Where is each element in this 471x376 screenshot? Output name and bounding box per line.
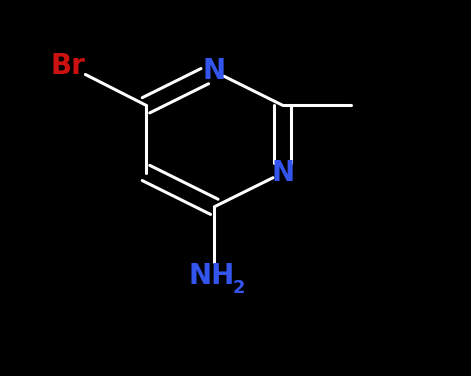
Text: N: N: [203, 58, 226, 85]
Text: NH: NH: [189, 262, 235, 290]
Text: N: N: [271, 159, 294, 187]
Text: 2: 2: [233, 279, 245, 297]
Text: Br: Br: [51, 52, 86, 80]
